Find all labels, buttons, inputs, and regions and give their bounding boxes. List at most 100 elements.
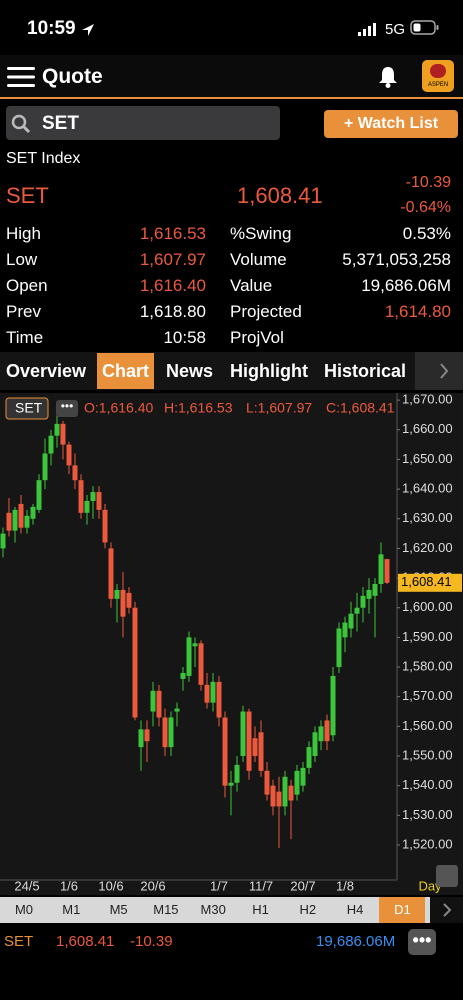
quote-value: 1,614.80: [384, 302, 451, 321]
candle-body: [198, 643, 204, 685]
candle-body: [78, 480, 84, 513]
signal-icon: [358, 23, 376, 36]
y-axis-panel: [397, 393, 463, 895]
candle-body: [348, 613, 354, 629]
timeframe[interactable]: M5: [109, 902, 128, 917]
timeframe[interactable]: M1: [62, 902, 81, 917]
tab[interactable]: Chart: [97, 353, 155, 389]
candle-body: [54, 423, 60, 436]
timeframe[interactable]: M30: [200, 902, 226, 917]
candle-body: [270, 785, 276, 807]
quote-value: 1,616.53: [139, 224, 206, 243]
search-box[interactable]: [6, 106, 280, 140]
candle-body: [258, 732, 264, 771]
candle-body: [216, 681, 222, 718]
search-text: SET: [42, 113, 79, 134]
timeframe[interactable]: M15: [153, 902, 179, 917]
candle-body: [318, 726, 324, 742]
logo-mark: [430, 64, 446, 78]
candle-body: [324, 720, 330, 742]
quote-label: Projected: [230, 302, 302, 321]
candle-body: [240, 711, 246, 757]
header-rule: [0, 97, 463, 99]
timeframe[interactable]: H1: [252, 902, 269, 917]
candle-body: [264, 770, 270, 795]
change: -10.39: [405, 174, 451, 191]
candle-body: [174, 708, 180, 712]
menu-icon[interactable]: [7, 66, 35, 88]
candle-body: [108, 548, 114, 599]
tab-more[interactable]: [415, 352, 463, 390]
candle-body: [48, 435, 54, 454]
candle-body: [138, 729, 144, 748]
chart-menu-dots: •••: [61, 399, 74, 413]
x-tick-label: 10/6: [98, 878, 123, 893]
footer-value: 19,686.06M: [316, 933, 396, 950]
quote-label: %Swing: [230, 224, 292, 243]
tab[interactable]: Highlight: [230, 361, 308, 381]
timeframe-more[interactable]: [430, 897, 463, 923]
timeframe[interactable]: H4: [346, 902, 364, 917]
zoom-button: [436, 865, 458, 887]
last-price-tag: [398, 573, 462, 592]
last-price-label: 1,608.41: [401, 574, 452, 589]
candle-body: [366, 589, 372, 599]
y-tick-label: 1,580.00: [402, 658, 453, 673]
bell-icon[interactable]: [377, 65, 399, 89]
location-icon: [82, 24, 94, 36]
y-tick-label: 1,520.00: [402, 836, 453, 851]
candle-body: [330, 675, 336, 736]
candle-body: [24, 515, 30, 528]
candle-body: [360, 595, 366, 608]
quote-value: 10:58: [163, 328, 206, 347]
candle-body: [342, 622, 348, 638]
candle-body: [300, 767, 306, 786]
timeframe[interactable]: D1: [379, 897, 426, 923]
quote-value: 19,686.06M: [361, 276, 451, 295]
y-tick-label: 1,590.00: [402, 629, 453, 644]
footer-symbol: SET: [4, 933, 34, 950]
watch-list-button[interactable]: + Watch List: [324, 110, 458, 138]
timeframe[interactable]: H2: [299, 902, 317, 917]
tab[interactable]: Historical: [324, 361, 407, 381]
footer-menu[interactable]: •••: [408, 929, 436, 955]
candle-body: [162, 717, 168, 748]
index-name: SET Index: [6, 150, 81, 167]
candle-body: [84, 500, 90, 513]
y-tick-label: 1,630.00: [402, 510, 453, 525]
ohlc-text: H:1,616.53: [164, 400, 233, 416]
candle-body: [114, 589, 120, 599]
candle-body: [222, 717, 228, 786]
x-tick-label: 24/5: [14, 878, 39, 893]
x-tick-label: 1/6: [60, 878, 78, 893]
search-icon: [11, 114, 31, 134]
quote-value: 5,371,053,258: [342, 250, 451, 269]
ohlc-text: L:1,607.97: [246, 400, 312, 416]
symbol: SET: [6, 183, 49, 208]
candle-body: [102, 509, 108, 543]
tab[interactable]: News: [166, 361, 214, 381]
candle-body: [126, 592, 132, 608]
candle-body: [72, 465, 78, 481]
candle-body: [30, 506, 36, 519]
candle-body: [378, 554, 384, 585]
candle-body: [150, 690, 156, 712]
logo-text: ASPEN: [427, 82, 449, 88]
candle-body: [6, 512, 12, 531]
y-tick-label: 1,620.00: [402, 540, 453, 555]
ohlc-text: C:1,608.41: [326, 400, 395, 416]
candle-body: [204, 684, 210, 703]
quote-label: Prev: [6, 302, 41, 321]
x-tick-label: 11/7: [249, 878, 273, 893]
tab[interactable]: Overview: [6, 361, 87, 381]
candle-body: [312, 732, 318, 757]
x-tick-label: 20/7: [290, 878, 315, 893]
candle-body: [234, 764, 240, 783]
timeframe[interactable]: M0: [14, 902, 34, 917]
logo[interactable]: ASPEN: [422, 60, 454, 92]
x-tick-label: 1/7: [210, 878, 228, 893]
header-title: Quote: [42, 65, 103, 88]
tab-bar: [0, 352, 463, 390]
quote-label: Value: [230, 276, 273, 295]
